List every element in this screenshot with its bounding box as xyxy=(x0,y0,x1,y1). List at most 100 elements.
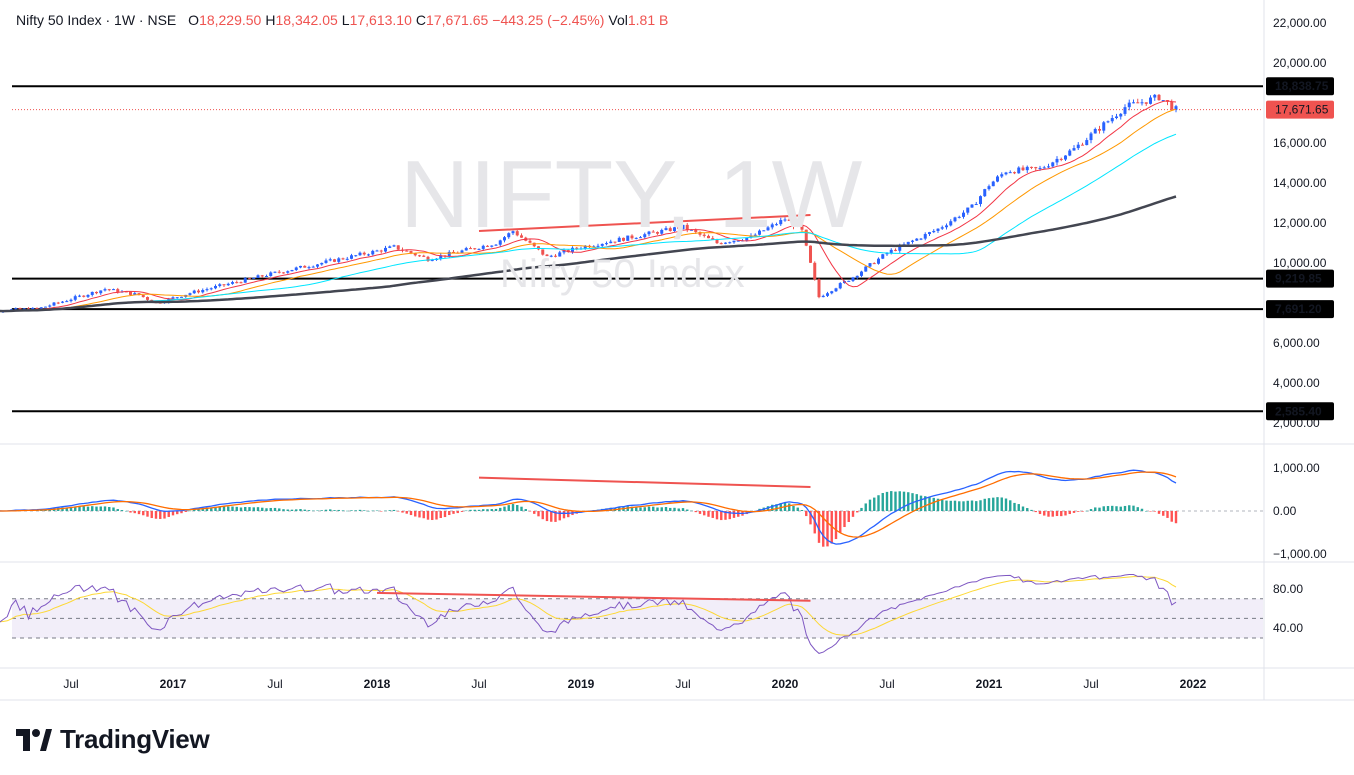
macd-histogram-bar xyxy=(477,509,481,511)
macd-histogram-bar xyxy=(129,511,132,513)
candle-body xyxy=(35,307,39,309)
candle-body xyxy=(677,227,681,230)
macd-histogram-bar xyxy=(656,507,659,511)
macd-histogram-bar xyxy=(205,507,209,511)
macd-histogram-bar xyxy=(843,511,846,528)
candle-body xyxy=(511,231,515,234)
candle-body xyxy=(430,260,434,262)
candle-body xyxy=(996,176,999,182)
candle-body xyxy=(558,252,562,257)
macd-histogram-bar xyxy=(303,509,306,511)
level-label-box xyxy=(1266,300,1334,319)
rsi-trendline xyxy=(376,591,811,602)
candle-body xyxy=(379,250,383,252)
candle-body xyxy=(749,235,753,238)
candle-body xyxy=(724,242,727,244)
candle-body xyxy=(1068,150,1072,156)
candle-body xyxy=(129,291,132,295)
price-tick-label: 6,000.00 xyxy=(1273,336,1320,350)
ohlc-legend[interactable]: Nifty 50 Index · 1W · NSE O 18,229.50 H 18… xyxy=(16,12,672,28)
macd-histogram-bar xyxy=(86,506,90,511)
macd-histogram-bar xyxy=(320,510,323,511)
time-axis-label: 2017 xyxy=(160,677,187,691)
macd-histogram-bar xyxy=(643,507,646,511)
macd-histogram-bar xyxy=(397,511,400,512)
macd-histogram-bar xyxy=(137,511,141,515)
volume-value: 1.81 B xyxy=(627,12,669,28)
macd-histogram-bar xyxy=(868,499,872,511)
macd-histogram-bar xyxy=(639,507,642,511)
candle-body xyxy=(452,251,455,253)
candle-body xyxy=(847,280,851,282)
macd-histogram-bar xyxy=(490,509,493,511)
macd-histogram-bar xyxy=(1017,504,1020,511)
macd-histogram-bar xyxy=(125,510,128,512)
macd-histogram-bar xyxy=(537,511,540,517)
open-value: 18,229.50 xyxy=(199,12,262,28)
candle-body xyxy=(787,219,791,222)
candle-body xyxy=(1034,167,1038,169)
macd-histogram-bar xyxy=(966,500,969,511)
symbol-title[interactable]: Nifty 50 Index · 1W · NSE xyxy=(16,12,177,28)
tradingview-logo[interactable]: TradingView xyxy=(16,724,210,755)
candle-body xyxy=(73,296,77,300)
candle-body xyxy=(324,260,328,263)
macd-histogram-bar xyxy=(1009,500,1012,511)
candle-body xyxy=(868,263,872,267)
candle-body xyxy=(796,225,800,227)
macd-histogram-bar xyxy=(409,511,413,516)
candle-body xyxy=(320,262,324,265)
change-value: −443.25 (−2.45%) xyxy=(492,12,605,28)
candle-body xyxy=(1174,106,1178,110)
macd-histogram-bar xyxy=(1111,505,1114,511)
low-label: L xyxy=(341,12,350,28)
macd-histogram-bar xyxy=(975,501,978,511)
candle-body xyxy=(299,265,302,268)
candle-body xyxy=(668,228,672,232)
macd-histogram-bar xyxy=(1064,511,1067,516)
candle-body xyxy=(660,229,664,234)
close-label: C xyxy=(415,12,426,28)
candle-body xyxy=(290,269,294,272)
macd-line xyxy=(0,469,1177,545)
macd-histogram-bar xyxy=(703,511,706,516)
macd-histogram-bar xyxy=(316,510,319,511)
candle-body xyxy=(728,242,732,244)
time-axis-label: Jul xyxy=(471,677,486,691)
macd-histogram-bar xyxy=(652,506,655,511)
candle-body xyxy=(1072,148,1076,151)
candle-body xyxy=(962,212,965,217)
candle-body xyxy=(554,255,557,257)
candle-body xyxy=(345,258,349,260)
macd-histogram-bar xyxy=(180,511,183,514)
macd-histogram-bar xyxy=(154,511,158,519)
candle-body xyxy=(622,237,625,241)
macd-histogram-bar xyxy=(1119,506,1122,511)
candle-body xyxy=(1059,158,1063,160)
macd-histogram-bar xyxy=(1072,511,1076,513)
macd-histogram-bar xyxy=(511,504,515,511)
candle-body xyxy=(991,181,995,187)
candle-body xyxy=(651,231,655,233)
price-pane xyxy=(0,85,1263,413)
macd-histogram-bar xyxy=(418,511,421,518)
candle-body xyxy=(333,259,336,262)
macd-histogram-bar xyxy=(1026,508,1029,511)
macd-histogram-bar xyxy=(1004,498,1008,511)
candle-body xyxy=(694,229,698,233)
candle-body xyxy=(371,250,375,255)
time-axis-label: Jul xyxy=(675,677,690,691)
macd-histogram-bar xyxy=(358,509,362,511)
close-value: 17,671.65 xyxy=(426,12,489,28)
macd-histogram-bar xyxy=(193,509,196,511)
macd-histogram-bar xyxy=(1047,511,1050,517)
candle-body xyxy=(600,243,604,246)
candle-body xyxy=(970,204,974,208)
macd-histogram-bar xyxy=(941,499,944,511)
candle-body xyxy=(1055,158,1059,163)
macd-histogram-bar xyxy=(792,505,795,511)
macd-histogram-bar xyxy=(507,505,510,511)
macd-histogram-bar xyxy=(184,511,187,512)
price-tick-label: 20,000.00 xyxy=(1273,56,1327,70)
candle-body xyxy=(911,240,914,242)
